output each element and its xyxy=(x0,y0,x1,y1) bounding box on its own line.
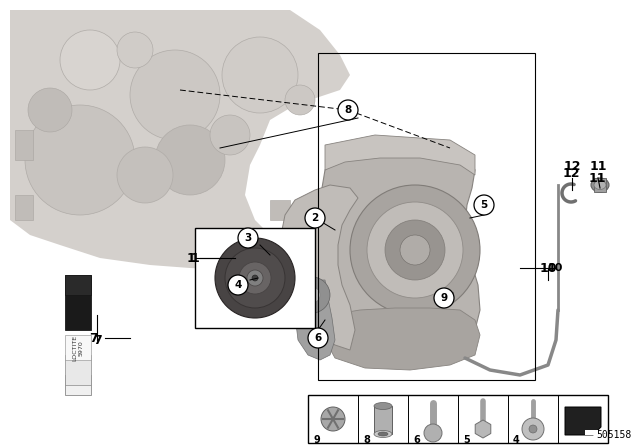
Circle shape xyxy=(215,238,295,318)
Circle shape xyxy=(238,228,258,248)
Circle shape xyxy=(239,262,271,294)
Text: 6: 6 xyxy=(413,435,420,445)
Circle shape xyxy=(367,202,463,298)
Bar xyxy=(594,178,606,192)
Circle shape xyxy=(294,277,330,313)
Ellipse shape xyxy=(378,432,388,436)
Ellipse shape xyxy=(374,402,392,409)
Circle shape xyxy=(28,88,72,132)
Bar xyxy=(65,375,91,395)
Text: 9: 9 xyxy=(440,293,447,303)
Bar xyxy=(65,355,91,385)
Bar xyxy=(195,228,315,328)
Polygon shape xyxy=(476,420,491,438)
Circle shape xyxy=(247,270,263,286)
Circle shape xyxy=(285,85,315,115)
Text: 5: 5 xyxy=(481,200,488,210)
Text: 9: 9 xyxy=(313,435,320,445)
Circle shape xyxy=(350,185,480,315)
Bar xyxy=(585,430,599,435)
Circle shape xyxy=(225,248,285,308)
Text: 7: 7 xyxy=(93,333,101,346)
Ellipse shape xyxy=(594,181,606,190)
Text: 11: 11 xyxy=(589,160,607,173)
Polygon shape xyxy=(320,142,480,358)
Bar xyxy=(15,130,33,160)
Text: 11: 11 xyxy=(588,172,605,185)
Text: 5: 5 xyxy=(463,435,470,445)
Text: 3: 3 xyxy=(244,233,252,243)
Text: 10: 10 xyxy=(548,263,563,273)
Text: 1: 1 xyxy=(186,251,195,264)
Polygon shape xyxy=(280,185,358,350)
Text: 10: 10 xyxy=(540,262,557,275)
Circle shape xyxy=(252,275,258,281)
Circle shape xyxy=(210,115,250,155)
Text: 4: 4 xyxy=(513,435,520,445)
Text: 12: 12 xyxy=(563,167,580,180)
Circle shape xyxy=(385,220,445,280)
Circle shape xyxy=(222,37,298,113)
Polygon shape xyxy=(295,280,335,360)
Polygon shape xyxy=(325,135,475,175)
Circle shape xyxy=(474,195,494,215)
Text: 7: 7 xyxy=(89,332,98,345)
Circle shape xyxy=(304,287,320,303)
Bar xyxy=(65,275,91,295)
Text: 4: 4 xyxy=(234,280,242,290)
Circle shape xyxy=(529,425,537,433)
Bar xyxy=(308,395,608,443)
Circle shape xyxy=(434,288,454,308)
Circle shape xyxy=(228,275,248,295)
Text: LOCTITE
5970: LOCTITE 5970 xyxy=(72,335,83,361)
Circle shape xyxy=(155,125,225,195)
Polygon shape xyxy=(325,308,480,370)
Polygon shape xyxy=(10,10,350,270)
Circle shape xyxy=(400,235,430,265)
Circle shape xyxy=(60,30,120,90)
Bar xyxy=(15,195,33,220)
Bar xyxy=(374,406,392,434)
Circle shape xyxy=(338,100,358,120)
Text: 8: 8 xyxy=(344,105,351,115)
Ellipse shape xyxy=(591,178,609,192)
Polygon shape xyxy=(565,407,601,435)
Bar xyxy=(270,200,290,220)
Text: 8: 8 xyxy=(363,435,370,445)
Text: 1: 1 xyxy=(191,251,200,264)
Bar xyxy=(65,335,91,360)
Circle shape xyxy=(424,424,442,442)
Circle shape xyxy=(308,328,328,348)
Bar xyxy=(65,275,91,330)
Circle shape xyxy=(321,407,345,431)
Text: 6: 6 xyxy=(314,333,322,343)
Circle shape xyxy=(117,147,173,203)
Circle shape xyxy=(305,208,325,228)
Circle shape xyxy=(130,50,220,140)
Circle shape xyxy=(25,105,135,215)
Circle shape xyxy=(522,418,544,440)
Text: 505158: 505158 xyxy=(596,430,632,440)
Circle shape xyxy=(117,32,153,68)
Text: 2: 2 xyxy=(312,213,319,223)
Text: 12: 12 xyxy=(563,160,580,173)
Ellipse shape xyxy=(374,431,392,438)
